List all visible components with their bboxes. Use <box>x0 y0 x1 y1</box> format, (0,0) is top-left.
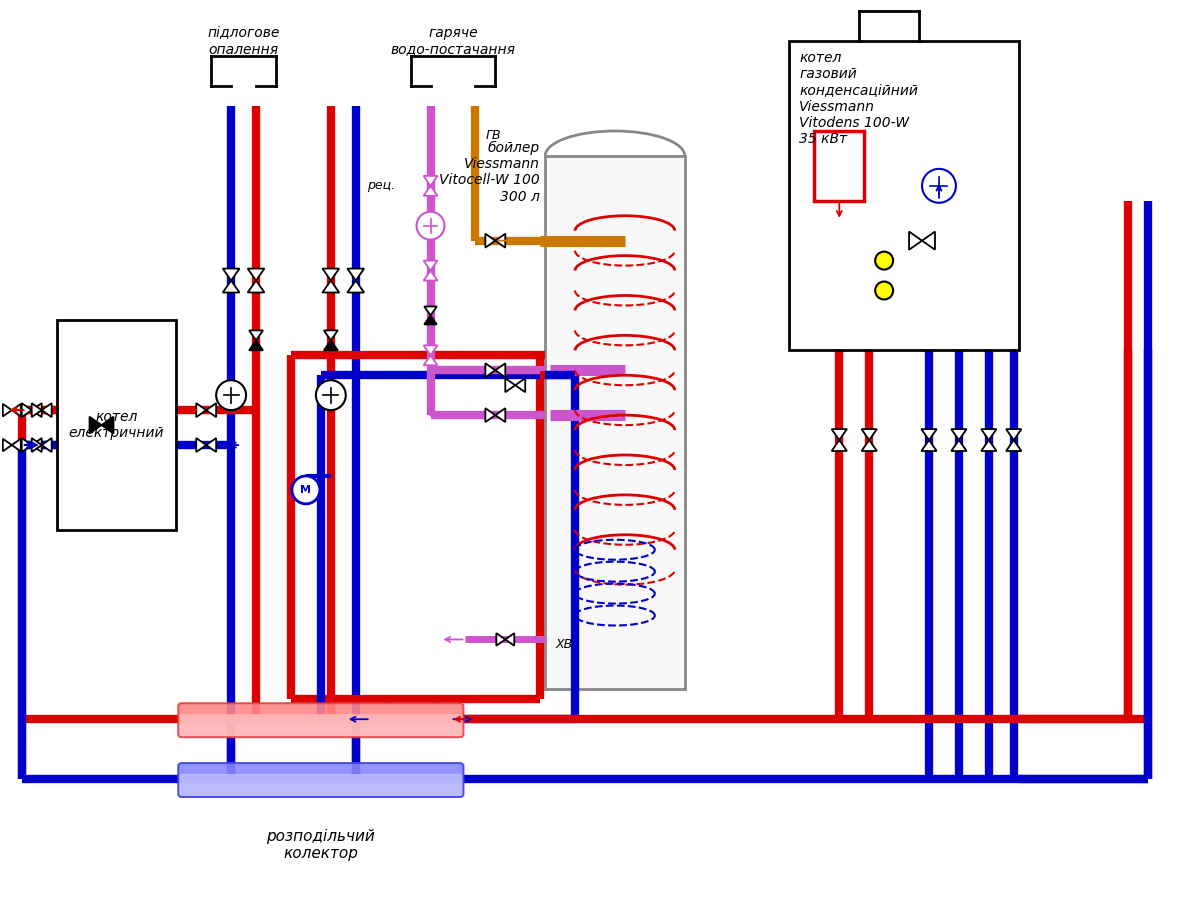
Polygon shape <box>102 416 114 434</box>
Bar <box>790 41 1019 350</box>
Polygon shape <box>424 356 438 365</box>
Polygon shape <box>22 403 31 417</box>
Bar <box>815 131 864 200</box>
Text: котел
газовий
конденсаційний
Viessmann
Vitodens 100-W
35 кВт: котел газовий конденсаційний Viessmann V… <box>799 51 918 146</box>
Polygon shape <box>496 363 505 377</box>
FancyBboxPatch shape <box>179 774 462 796</box>
Polygon shape <box>42 438 52 452</box>
Bar <box>545 156 685 689</box>
FancyBboxPatch shape <box>179 714 462 736</box>
Text: M: M <box>300 485 311 495</box>
Text: підлогове
опалення: підлогове опалення <box>208 27 280 56</box>
Polygon shape <box>496 233 505 247</box>
Polygon shape <box>31 403 42 417</box>
Polygon shape <box>247 280 264 292</box>
Polygon shape <box>324 340 337 350</box>
Polygon shape <box>323 268 340 280</box>
Polygon shape <box>922 232 935 250</box>
Circle shape <box>316 380 346 410</box>
Polygon shape <box>485 233 496 247</box>
Polygon shape <box>197 403 206 417</box>
Circle shape <box>875 252 893 269</box>
Polygon shape <box>515 379 526 392</box>
Polygon shape <box>982 429 996 440</box>
Polygon shape <box>862 440 877 451</box>
Text: котел
електричний: котел електричний <box>68 410 164 440</box>
Polygon shape <box>832 440 847 451</box>
Polygon shape <box>982 440 996 451</box>
Circle shape <box>875 281 893 300</box>
Polygon shape <box>922 429 937 440</box>
Polygon shape <box>1006 429 1021 440</box>
Polygon shape <box>952 440 966 451</box>
Polygon shape <box>952 429 966 440</box>
Polygon shape <box>197 438 206 452</box>
Polygon shape <box>31 438 42 452</box>
Text: рец.: рец. <box>367 179 396 192</box>
Polygon shape <box>12 403 20 416</box>
Polygon shape <box>424 346 438 356</box>
Polygon shape <box>910 232 922 250</box>
Polygon shape <box>42 403 52 417</box>
Text: гаряче
водо-постачання: гаряче водо-постачання <box>390 27 516 56</box>
Polygon shape <box>206 403 216 417</box>
Polygon shape <box>496 408 505 422</box>
Polygon shape <box>347 268 364 280</box>
Polygon shape <box>206 438 216 452</box>
Polygon shape <box>324 331 337 340</box>
Polygon shape <box>424 270 438 280</box>
Circle shape <box>216 380 246 410</box>
Polygon shape <box>832 429 847 440</box>
Polygon shape <box>425 315 437 324</box>
Polygon shape <box>2 438 12 451</box>
Circle shape <box>416 211 444 240</box>
Polygon shape <box>485 408 496 422</box>
Polygon shape <box>31 438 42 452</box>
Polygon shape <box>424 261 438 270</box>
Polygon shape <box>485 363 496 377</box>
Polygon shape <box>31 403 42 417</box>
Polygon shape <box>12 438 20 451</box>
Polygon shape <box>1006 440 1021 451</box>
Polygon shape <box>505 379 515 392</box>
Polygon shape <box>22 438 31 452</box>
Circle shape <box>292 476 320 504</box>
Text: ГВ: ГВ <box>485 130 500 142</box>
Polygon shape <box>250 331 263 340</box>
FancyBboxPatch shape <box>179 763 463 797</box>
Polygon shape <box>250 340 263 350</box>
Polygon shape <box>922 440 937 451</box>
Text: розподільчий
колектор: розподільчий колектор <box>266 829 376 861</box>
Bar <box>56 321 176 529</box>
Polygon shape <box>90 416 102 434</box>
Polygon shape <box>862 429 877 440</box>
FancyBboxPatch shape <box>179 703 463 737</box>
Polygon shape <box>497 633 505 646</box>
Polygon shape <box>424 186 438 196</box>
Text: ХВ: ХВ <box>556 638 572 651</box>
Text: бойлер
Viessmann
Vitocell-W 100
300 л: бойлер Viessmann Vitocell-W 100 300 л <box>439 141 540 204</box>
Polygon shape <box>223 280 240 292</box>
Polygon shape <box>323 280 340 292</box>
Polygon shape <box>347 280 364 292</box>
Polygon shape <box>505 633 515 646</box>
Polygon shape <box>424 176 438 186</box>
Polygon shape <box>2 403 12 416</box>
Circle shape <box>922 169 956 203</box>
Polygon shape <box>247 268 264 280</box>
Polygon shape <box>223 268 240 280</box>
Polygon shape <box>425 306 437 315</box>
